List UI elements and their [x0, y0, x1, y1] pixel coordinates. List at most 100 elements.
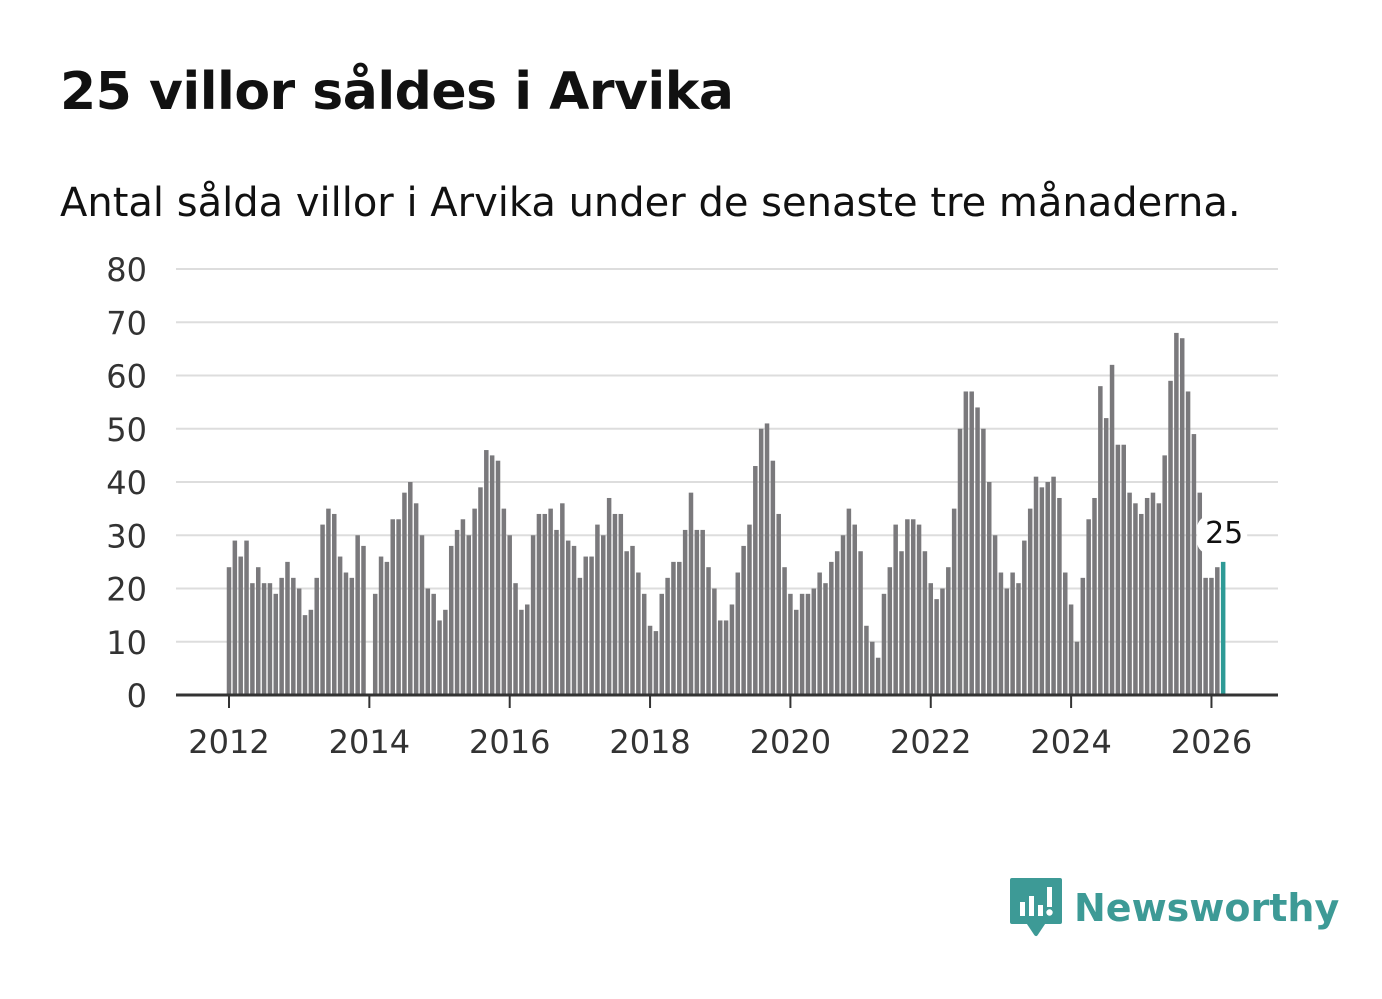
x-tick-label: 2024: [1030, 723, 1111, 761]
bar: [870, 641, 875, 695]
bar: [273, 593, 279, 695]
bar: [782, 567, 787, 695]
bar: [729, 604, 735, 695]
bar: [349, 577, 355, 695]
bar: [712, 588, 717, 695]
bar: [571, 545, 577, 695]
bar: [1074, 641, 1080, 695]
bar: [1109, 364, 1115, 695]
bar: [548, 508, 553, 696]
bar: [717, 620, 723, 695]
bar: [671, 561, 676, 696]
bar: [232, 540, 238, 695]
bar: [361, 545, 366, 695]
y-tick-label: 80: [106, 251, 147, 289]
bar: [542, 513, 548, 695]
bar: [1016, 583, 1021, 695]
y-tick-label: 50: [106, 411, 147, 449]
bar: [244, 540, 249, 695]
bar: [478, 487, 483, 695]
bar: [1191, 434, 1197, 695]
bar: [893, 524, 898, 695]
bar: [495, 460, 501, 695]
bar: [425, 588, 431, 695]
bar: [946, 567, 951, 695]
bar: [507, 535, 512, 695]
bar: [466, 535, 472, 695]
y-axis-ticks: 0 10 20 30 40 50 60 70 80: [106, 251, 147, 715]
bar: [1209, 577, 1214, 695]
bar: [618, 513, 624, 695]
bar: [858, 551, 863, 695]
bar: [811, 588, 817, 695]
bar: [419, 535, 425, 695]
bar: [1080, 577, 1086, 695]
x-axis-ticks: 2012 2014 2016 2018 2020 2022 2024 2026: [188, 695, 1252, 761]
bar: [1010, 572, 1015, 695]
bar: [454, 529, 460, 695]
bar: [396, 519, 401, 695]
bar: [337, 556, 343, 695]
bar: [390, 519, 395, 695]
bar: [261, 583, 267, 695]
bar: [1033, 476, 1039, 695]
bar: [1203, 577, 1208, 695]
bar: [846, 508, 852, 696]
bar: [1103, 418, 1109, 695]
bar: [378, 556, 384, 695]
bar: [934, 599, 939, 695]
x-tick-label: 2014: [329, 723, 410, 761]
bar: [530, 535, 536, 695]
bar: [981, 428, 986, 695]
bar: [402, 492, 407, 695]
bar: [916, 524, 922, 695]
bar: [829, 561, 834, 696]
brand-logo-block: Newsworthy: [1008, 876, 1339, 940]
bar: [320, 524, 325, 695]
bar: [291, 577, 296, 695]
bar: [1133, 503, 1138, 695]
bar: [647, 625, 653, 695]
bar: [1098, 386, 1103, 695]
bar: [513, 583, 518, 695]
bar: [817, 572, 822, 695]
bar: [1092, 497, 1097, 695]
bar: [653, 631, 659, 695]
bar: [285, 561, 290, 696]
bar: [413, 503, 419, 695]
y-tick-label: 20: [106, 571, 147, 609]
bar: [852, 524, 857, 695]
bar: [630, 545, 635, 695]
newsworthy-logo-icon: [1010, 878, 1062, 936]
bar: [1162, 455, 1167, 696]
bar: [565, 540, 571, 695]
bar: [408, 482, 413, 695]
y-tick-label: 30: [106, 517, 147, 555]
bar: [776, 513, 781, 695]
bar: [308, 609, 314, 695]
x-tick-label: 2012: [188, 723, 269, 761]
bar: [1197, 492, 1203, 695]
bar: [601, 535, 606, 695]
bar: [758, 428, 764, 695]
bar: [326, 508, 331, 696]
bar: [343, 572, 349, 695]
bar: [1150, 492, 1156, 695]
bar: [975, 407, 980, 695]
y-tick-label: 10: [106, 624, 147, 662]
bar: [1022, 540, 1027, 695]
bar: [431, 593, 436, 695]
chart-subtitle: Antal sålda villor i Arvika under de sen…: [60, 180, 1241, 226]
y-tick-label: 70: [106, 304, 147, 342]
y-tick-label: 0: [127, 677, 147, 715]
bar: [437, 620, 442, 695]
bar: [1115, 444, 1121, 695]
bar: [484, 450, 489, 695]
bar: [355, 535, 360, 695]
bar: [448, 545, 454, 695]
bar: [1068, 604, 1074, 695]
chart-title: 25 villor såldes i Arvika: [60, 62, 734, 122]
bar: [1039, 487, 1045, 695]
bar: [525, 604, 530, 695]
bar: [372, 593, 378, 695]
